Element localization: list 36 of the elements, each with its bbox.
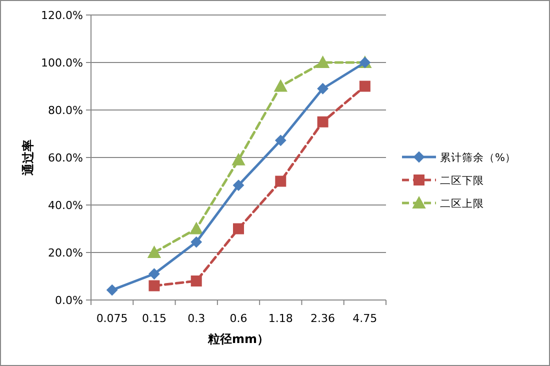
legend-label: 二区下限 bbox=[440, 175, 484, 187]
point bbox=[190, 276, 202, 286]
x-tick-label: 1.18 bbox=[268, 312, 293, 325]
point bbox=[148, 246, 161, 258]
y-axis-title: 通过率 bbox=[21, 140, 35, 176]
x-tick-label: 4.75 bbox=[352, 312, 378, 325]
point bbox=[317, 116, 328, 128]
point bbox=[275, 176, 286, 187]
x-tick-label: 2.36 bbox=[310, 312, 336, 325]
point bbox=[148, 280, 160, 292]
x-tick-label: 0.6 bbox=[230, 312, 248, 325]
point bbox=[359, 80, 370, 92]
point bbox=[232, 153, 245, 166]
legend-label: 累计筛余（%） bbox=[440, 151, 516, 164]
point bbox=[190, 222, 203, 234]
y-tick-label: 80.0% bbox=[48, 104, 83, 117]
y-tick-label: 40.0% bbox=[48, 199, 83, 212]
legend-label: 二区上限 bbox=[440, 197, 484, 210]
point bbox=[317, 83, 328, 94]
y-tick-label: 100.0% bbox=[41, 56, 83, 70]
point bbox=[233, 180, 244, 191]
point bbox=[233, 223, 244, 234]
point bbox=[316, 56, 330, 68]
point bbox=[274, 80, 288, 92]
point bbox=[106, 284, 118, 296]
y-tick-label: 0.0% bbox=[55, 294, 83, 307]
x-tick-label: 0.3 bbox=[188, 312, 206, 325]
x-tick-label: 0.075 bbox=[96, 312, 128, 325]
x-tick-label: 0.15 bbox=[142, 312, 166, 325]
point bbox=[148, 268, 160, 280]
y-tick-label: 60.0% bbox=[48, 152, 83, 164]
x-axis-title: 粒径mm） bbox=[206, 332, 270, 346]
y-tick-label: 20.0% bbox=[48, 246, 83, 260]
y-tick-label: 120.0% bbox=[41, 9, 83, 22]
point bbox=[275, 134, 286, 146]
point bbox=[190, 236, 202, 248]
